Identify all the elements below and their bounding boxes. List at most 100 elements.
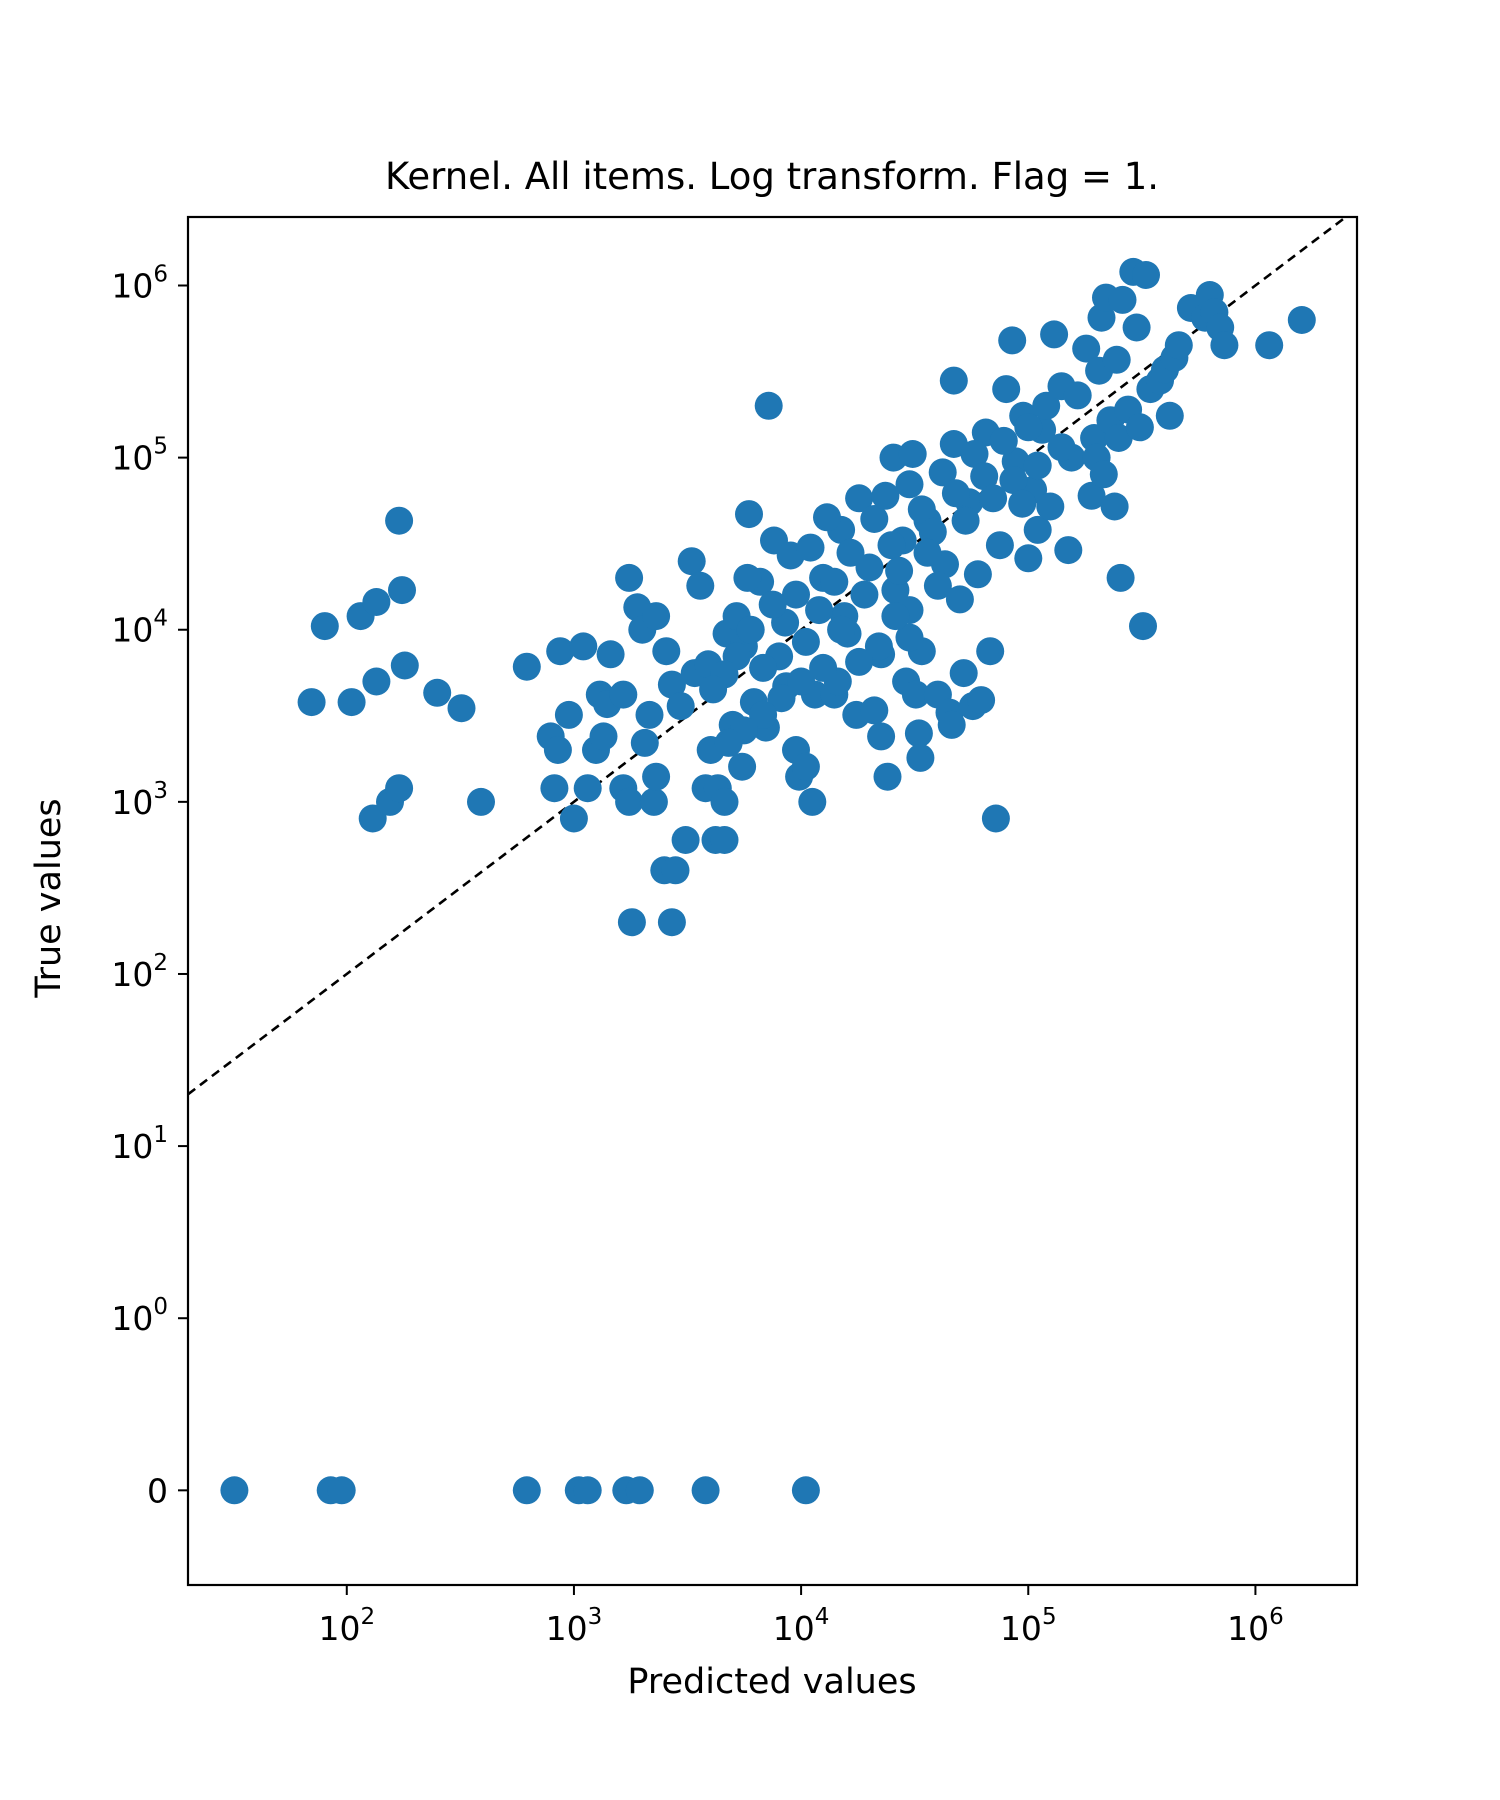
data-point [945, 585, 974, 614]
data-point [970, 462, 999, 491]
data-point [554, 700, 583, 729]
data-point [981, 804, 1010, 833]
data-point [767, 684, 796, 713]
data-point [998, 326, 1027, 355]
data-point [728, 752, 757, 781]
data-point [796, 533, 825, 562]
data-point [864, 632, 893, 661]
y-tick-label: 106 [111, 261, 168, 305]
chart-title: Kernel. All items. Log transform. Flag =… [385, 155, 1159, 198]
data-point [939, 430, 968, 458]
x-tick-label: 106 [1227, 1604, 1284, 1648]
data-point [820, 567, 849, 596]
data-point [362, 667, 391, 696]
data-point [960, 440, 989, 468]
data-point [907, 495, 936, 524]
data-point [913, 538, 942, 567]
data-point [1125, 413, 1154, 442]
data-point [635, 700, 664, 729]
data-point [976, 637, 1005, 666]
data-point [985, 531, 1014, 560]
data-point [967, 686, 996, 715]
data-point [297, 688, 326, 717]
data-point [710, 826, 739, 854]
data-point [423, 678, 452, 707]
data-point [671, 826, 700, 854]
data-point [749, 653, 778, 682]
data-point [749, 700, 778, 729]
data-point [652, 637, 681, 666]
data-point [512, 1476, 541, 1505]
data-point [791, 627, 820, 656]
data-point [1023, 451, 1052, 480]
data-point [735, 500, 763, 529]
y-tick-label: 100 [111, 1294, 168, 1338]
data-point [1072, 334, 1101, 363]
data-point [310, 612, 339, 641]
data-point [1014, 413, 1043, 442]
data-point [782, 580, 810, 609]
data-point [639, 787, 668, 816]
data-point [1032, 391, 1061, 420]
data-point [666, 692, 695, 721]
data-point [809, 653, 838, 682]
data-point [714, 728, 743, 757]
data-point [754, 391, 783, 420]
data-point [791, 752, 820, 781]
data-point [1040, 320, 1069, 349]
data-point [877, 531, 906, 560]
data-point [928, 458, 957, 487]
data-point [657, 670, 686, 699]
data-point [677, 547, 706, 576]
data-point [362, 588, 391, 616]
y-tick-label: 102 [111, 950, 168, 994]
data-point [845, 647, 874, 676]
data-point [573, 774, 602, 803]
data-point [992, 375, 1021, 404]
data-point [540, 774, 569, 803]
x-tick-label: 103 [546, 1604, 603, 1648]
data-point [1210, 331, 1239, 360]
data-point [736, 615, 765, 644]
data-point [1063, 381, 1092, 410]
data-point [979, 484, 1008, 513]
data-point [1287, 306, 1316, 334]
data-point [758, 590, 787, 619]
data-point [733, 563, 762, 592]
data-point [836, 538, 865, 567]
data-point [904, 719, 933, 748]
x-tick-label: 104 [773, 1604, 830, 1648]
data-point [1122, 313, 1151, 342]
data-point [845, 484, 874, 513]
data-point [901, 680, 930, 709]
data-point [661, 856, 690, 885]
data-point [686, 571, 715, 600]
data-point [467, 787, 495, 816]
data-point [615, 563, 644, 592]
data-point [573, 1476, 602, 1505]
data-point [1102, 345, 1131, 374]
data-point [827, 615, 856, 644]
data-point [941, 479, 970, 508]
data-point [918, 517, 947, 546]
y-axis-label: True values [29, 798, 69, 998]
data-point [860, 696, 889, 725]
data-point [625, 1476, 654, 1505]
x-axis-label: Predicted values [627, 1662, 916, 1702]
data-point [1100, 492, 1129, 521]
x-axis: 102 103 104 105 106 [318, 1585, 1284, 1648]
data-point [871, 481, 900, 510]
data-point [898, 440, 927, 468]
data-point [850, 580, 879, 609]
data-point [543, 736, 572, 764]
data-point [385, 506, 414, 535]
data-point [691, 1476, 720, 1505]
y-tick-label: 0 [147, 1471, 168, 1510]
data-point [559, 804, 588, 833]
data-point [791, 1476, 820, 1505]
data-point [885, 556, 914, 585]
data-point [1129, 612, 1157, 641]
plot-area [186, 215, 1359, 1587]
data-point [881, 602, 910, 631]
